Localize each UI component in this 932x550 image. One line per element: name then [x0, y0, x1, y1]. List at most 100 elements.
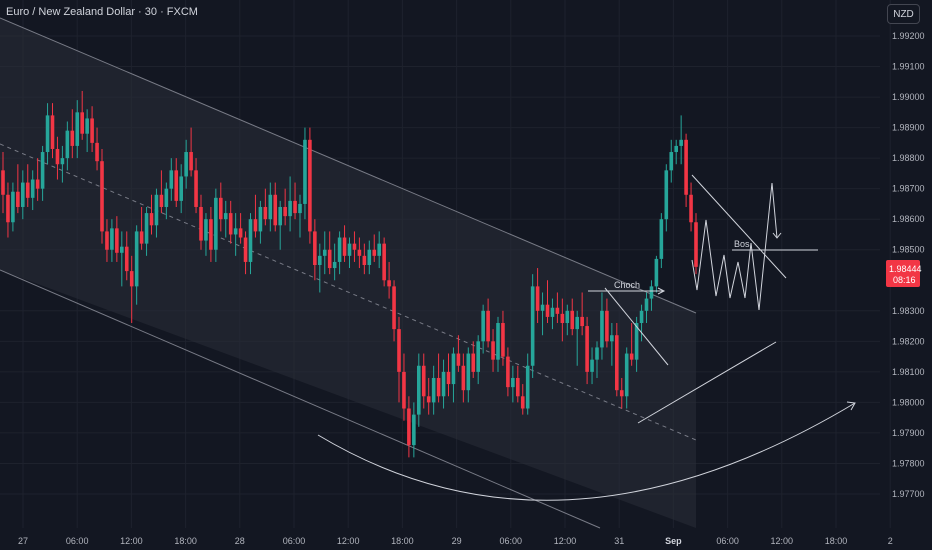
- candle: [387, 261, 391, 299]
- x-tick-label: 12:00: [554, 536, 577, 546]
- candle-body: [446, 371, 451, 385]
- candle-body: [55, 148, 60, 165]
- candle-body: [659, 219, 664, 259]
- candle: [1, 152, 5, 214]
- candle: [40, 145, 45, 201]
- candle: [308, 127, 312, 244]
- candle-body: [357, 249, 362, 256]
- candle: [65, 121, 70, 171]
- candle-body: [387, 280, 391, 287]
- candle: [105, 219, 109, 262]
- candle: [16, 164, 20, 214]
- candle: [377, 231, 381, 269]
- axes: 1.99200 1.99100 1.99000 1.98900 1.98800 1.987…: [18, 31, 925, 546]
- y-tick-label: 1.97800: [892, 458, 925, 468]
- candle-body: [466, 353, 471, 391]
- candle-body: [214, 197, 218, 250]
- candle-body: [318, 255, 322, 265]
- candle: [610, 323, 614, 366]
- candle: [199, 194, 203, 250]
- candle-body: [253, 219, 258, 232]
- candle-body: [610, 335, 614, 342]
- candle-body: [243, 237, 248, 262]
- candle: [332, 243, 337, 281]
- candle: [273, 182, 278, 232]
- candle-body: [669, 152, 674, 171]
- candle-body: [550, 307, 555, 317]
- candle-body: [159, 194, 164, 207]
- candle: [501, 310, 505, 366]
- candle: [129, 255, 134, 324]
- candle: [669, 139, 674, 183]
- candle-body: [278, 206, 282, 226]
- candle: [397, 316, 401, 403]
- x-tick-label: 12:00: [337, 536, 360, 546]
- candle: [426, 377, 431, 415]
- candle-body: [486, 310, 490, 342]
- candle: [253, 194, 258, 238]
- candle: [6, 182, 10, 238]
- candle-body: [426, 396, 431, 403]
- candle: [689, 182, 693, 232]
- candle-body: [184, 152, 188, 177]
- y-tick-label: 1.98300: [892, 306, 925, 316]
- candle-body: [40, 152, 45, 189]
- y-tick-label: 1.98500: [892, 245, 925, 255]
- candle-body: [129, 271, 134, 287]
- candle: [639, 304, 644, 342]
- candle-body: [228, 213, 233, 235]
- candle: [481, 304, 485, 354]
- candle: [417, 353, 421, 427]
- candle-body: [204, 219, 208, 241]
- candle: [402, 353, 406, 421]
- candle: [85, 109, 89, 153]
- candle-body: [199, 206, 203, 241]
- x-tick-label: 06:00: [500, 536, 523, 546]
- candle-body: [580, 316, 584, 327]
- currency-selector[interactable]: NZD: [887, 4, 920, 24]
- candle: [471, 341, 476, 378]
- y-tick-label: 1.99200: [892, 31, 925, 41]
- candle: [35, 158, 40, 201]
- candle-body: [501, 323, 505, 357]
- candle-body: [555, 307, 560, 314]
- y-tick-label: 1.98100: [892, 367, 925, 377]
- candle: [580, 292, 584, 336]
- candle-body: [174, 170, 179, 201]
- choch-label: Choch: [614, 280, 640, 290]
- candle: [664, 164, 669, 232]
- candle: [258, 200, 263, 244]
- candle: [228, 200, 233, 244]
- candle-body: [417, 365, 421, 415]
- y-tick-label: 1.98900: [892, 123, 925, 133]
- candle-body: [674, 145, 678, 153]
- candle: [233, 213, 238, 256]
- candle: [337, 231, 342, 275]
- candle-body: [70, 130, 75, 146]
- last-price-value: 1.98444: [889, 264, 922, 274]
- candle: [169, 158, 174, 201]
- candle: [149, 194, 154, 235]
- candle-body: [110, 228, 114, 250]
- candle: [134, 225, 139, 305]
- candle: [70, 109, 75, 159]
- candle: [164, 182, 169, 220]
- candle-body: [327, 249, 332, 269]
- candle: [412, 402, 416, 458]
- candle: [238, 213, 243, 244]
- candle-body: [347, 243, 352, 256]
- candle-body: [35, 179, 40, 189]
- candle-body: [120, 246, 124, 253]
- candle: [25, 164, 30, 207]
- candle-body: [298, 203, 302, 214]
- candle: [644, 292, 649, 324]
- candle-body: [535, 286, 540, 311]
- candle-body: [219, 197, 223, 220]
- candles: [1, 90, 698, 458]
- x-tick-label: 28: [235, 536, 245, 546]
- candle-body: [223, 213, 228, 220]
- candle-body: [540, 304, 545, 311]
- candle: [392, 280, 396, 342]
- candle-body: [654, 258, 659, 287]
